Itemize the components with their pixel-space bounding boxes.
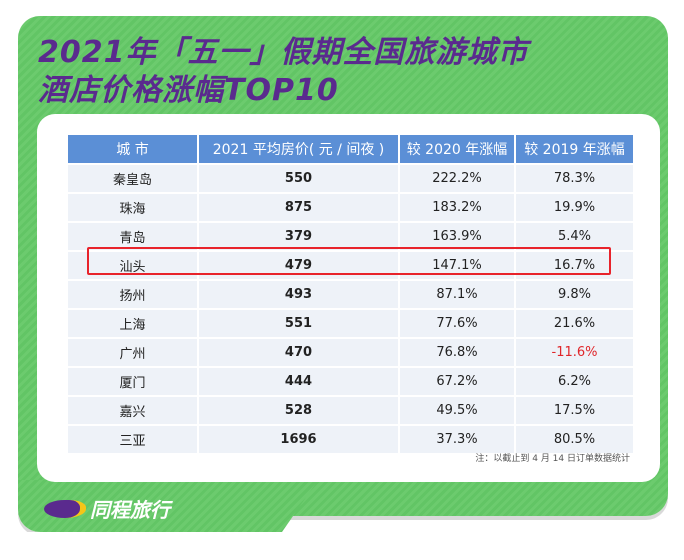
brand-name: 同程旅行 bbox=[90, 498, 170, 522]
cell-price: 550 bbox=[199, 165, 398, 192]
cell-vs2019: 17.5% bbox=[516, 397, 633, 424]
cell-vs2020: 77.6% bbox=[400, 310, 514, 337]
cell-city: 青岛 bbox=[68, 223, 197, 250]
fish-logo-icon bbox=[44, 499, 86, 518]
cell-price: 551 bbox=[199, 310, 398, 337]
cell-price: 444 bbox=[199, 368, 398, 395]
table-row: 青岛 379 163.9% 5.4% bbox=[68, 223, 633, 250]
header-vs2019: 较 2019 年涨幅 bbox=[516, 135, 633, 163]
cell-city: 秦皇岛 bbox=[68, 165, 197, 192]
brand-logo: 同程旅行 bbox=[44, 494, 170, 523]
cell-vs2019: 16.7% bbox=[516, 252, 633, 279]
cell-vs2020: 147.1% bbox=[400, 252, 514, 279]
page-title: 2021年「五一」假期全国旅游城市 酒店价格涨幅TOP10 bbox=[38, 34, 529, 110]
cell-city: 上海 bbox=[68, 310, 197, 337]
table-row: 广州 470 76.8% -11.6% bbox=[68, 339, 633, 366]
table-row: 厦门 444 67.2% 6.2% bbox=[68, 368, 633, 395]
cell-city: 厦门 bbox=[68, 368, 197, 395]
cell-vs2020: 67.2% bbox=[400, 368, 514, 395]
cell-vs2020: 222.2% bbox=[400, 165, 514, 192]
cell-vs2019: 9.8% bbox=[516, 281, 633, 308]
cell-price: 379 bbox=[199, 223, 398, 250]
cell-city: 三亚 bbox=[68, 426, 197, 453]
table-panel: 城 市 2021 平均房价( 元 / 间夜 ) 较 2020 年涨幅 较 201… bbox=[37, 114, 660, 482]
cell-price: 875 bbox=[199, 194, 398, 221]
table-row: 秦皇岛 550 222.2% 78.3% bbox=[68, 165, 633, 192]
cell-vs2019: 5.4% bbox=[516, 223, 633, 250]
cell-price: 1696 bbox=[199, 426, 398, 453]
footnote: 注：以截止到 4 月 14 日订单数据统计 bbox=[475, 454, 630, 464]
cell-vs2020: 37.3% bbox=[400, 426, 514, 453]
cell-vs2020: 87.1% bbox=[400, 281, 514, 308]
cell-city: 广州 bbox=[68, 339, 197, 366]
cell-city: 嘉兴 bbox=[68, 397, 197, 424]
header-price: 2021 平均房价( 元 / 间夜 ) bbox=[199, 135, 398, 163]
header-city: 城 市 bbox=[68, 135, 197, 163]
cell-vs2019: 21.6% bbox=[516, 310, 633, 337]
table-row: 汕头 479 147.1% 16.7% bbox=[68, 252, 633, 279]
cell-vs2020: 163.9% bbox=[400, 223, 514, 250]
cell-vs2020: 76.8% bbox=[400, 339, 514, 366]
price-table: 城 市 2021 平均房价( 元 / 间夜 ) 较 2020 年涨幅 较 201… bbox=[66, 133, 635, 455]
cell-vs2019: 80.5% bbox=[516, 426, 633, 453]
cell-vs2019: 6.2% bbox=[516, 368, 633, 395]
cell-price: 470 bbox=[199, 339, 398, 366]
cell-price: 528 bbox=[199, 397, 398, 424]
header-vs2020: 较 2020 年涨幅 bbox=[400, 135, 514, 163]
cell-price: 493 bbox=[199, 281, 398, 308]
cell-vs2019: -11.6% bbox=[516, 339, 633, 366]
cell-city: 汕头 bbox=[68, 252, 197, 279]
cell-vs2020: 183.2% bbox=[400, 194, 514, 221]
table-row: 珠海 875 183.2% 19.9% bbox=[68, 194, 633, 221]
title-line-2: 酒店价格涨幅TOP10 bbox=[38, 73, 339, 108]
cell-city: 扬州 bbox=[68, 281, 197, 308]
table-row: 上海 551 77.6% 21.6% bbox=[68, 310, 633, 337]
cell-vs2019: 78.3% bbox=[516, 165, 633, 192]
table-row: 三亚 1696 37.3% 80.5% bbox=[68, 426, 633, 453]
cell-vs2019: 19.9% bbox=[516, 194, 633, 221]
table-row: 扬州 493 87.1% 9.8% bbox=[68, 281, 633, 308]
cell-price: 479 bbox=[199, 252, 398, 279]
table-row: 嘉兴 528 49.5% 17.5% bbox=[68, 397, 633, 424]
table-header: 城 市 2021 平均房价( 元 / 间夜 ) 较 2020 年涨幅 较 201… bbox=[68, 135, 633, 163]
cell-vs2020: 49.5% bbox=[400, 397, 514, 424]
title-line-1: 2021年「五一」假期全国旅游城市 bbox=[38, 35, 529, 70]
cell-city: 珠海 bbox=[68, 194, 197, 221]
